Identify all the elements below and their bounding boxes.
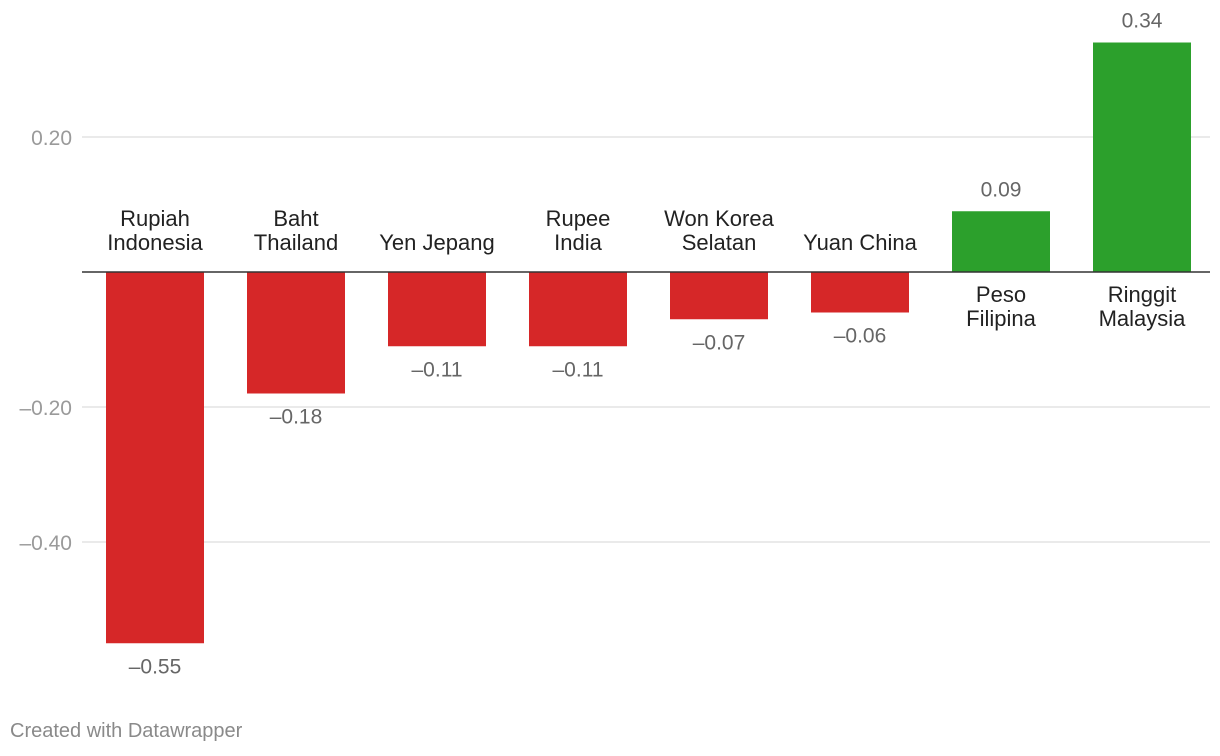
category-label: Baht Thailand [254,206,338,255]
category-label-line: Malaysia [1099,306,1187,331]
y-tick-label: –0.40 [19,532,72,555]
category-label-line: Rupee [546,206,611,231]
category-label-line: Yen Jepang [379,230,494,255]
value-label: 0.34 [1122,10,1163,33]
bar [952,211,1050,272]
bar [1093,42,1191,272]
bar [388,272,486,347]
bar [811,272,909,313]
category-label-line: Yuan China [803,230,918,255]
category-label: Ringgit Malaysia [1099,282,1187,331]
value-label: –0.11 [553,358,604,381]
bar [106,272,204,644]
category-label-line: Baht [273,206,318,231]
y-tick-label: 0.20 [31,127,72,150]
category-label-line: Selatan [682,230,757,255]
category-label-line: Peso [976,282,1026,307]
bar-chart: 0.20 –0.20 –0.40 –0.55 Rupiah Indonesia –0.18 B… [19,10,1210,678]
category-label-line: Indonesia [107,230,203,255]
credit-footer: Created with Datawrapper [10,720,243,742]
category-label: Won Korea Selatan [664,206,774,255]
category-label-line: Filipina [966,306,1036,331]
category-label-line: Thailand [254,230,338,255]
category-label-line: Ringgit [1108,282,1176,307]
category-label-line: Rupiah [120,206,190,231]
value-label: –0.06 [834,325,887,348]
value-label: –0.11 [412,358,463,381]
category-label: Peso Filipina [966,282,1036,331]
bar [529,272,627,347]
category-label: Yuan China [803,230,918,255]
bar [247,272,345,394]
category-label-line: India [554,230,602,255]
bar [670,272,768,320]
category-label: Yen Jepang [379,230,494,255]
value-label: –0.18 [270,406,323,429]
y-tick-label: –0.20 [19,397,72,420]
category-label-line: Won Korea [664,206,774,231]
category-label: Rupiah Indonesia [107,206,203,255]
value-label: 0.09 [981,178,1022,201]
category-label: Rupee India [546,206,611,255]
value-label: –0.55 [129,655,182,678]
value-label: –0.07 [693,331,746,354]
